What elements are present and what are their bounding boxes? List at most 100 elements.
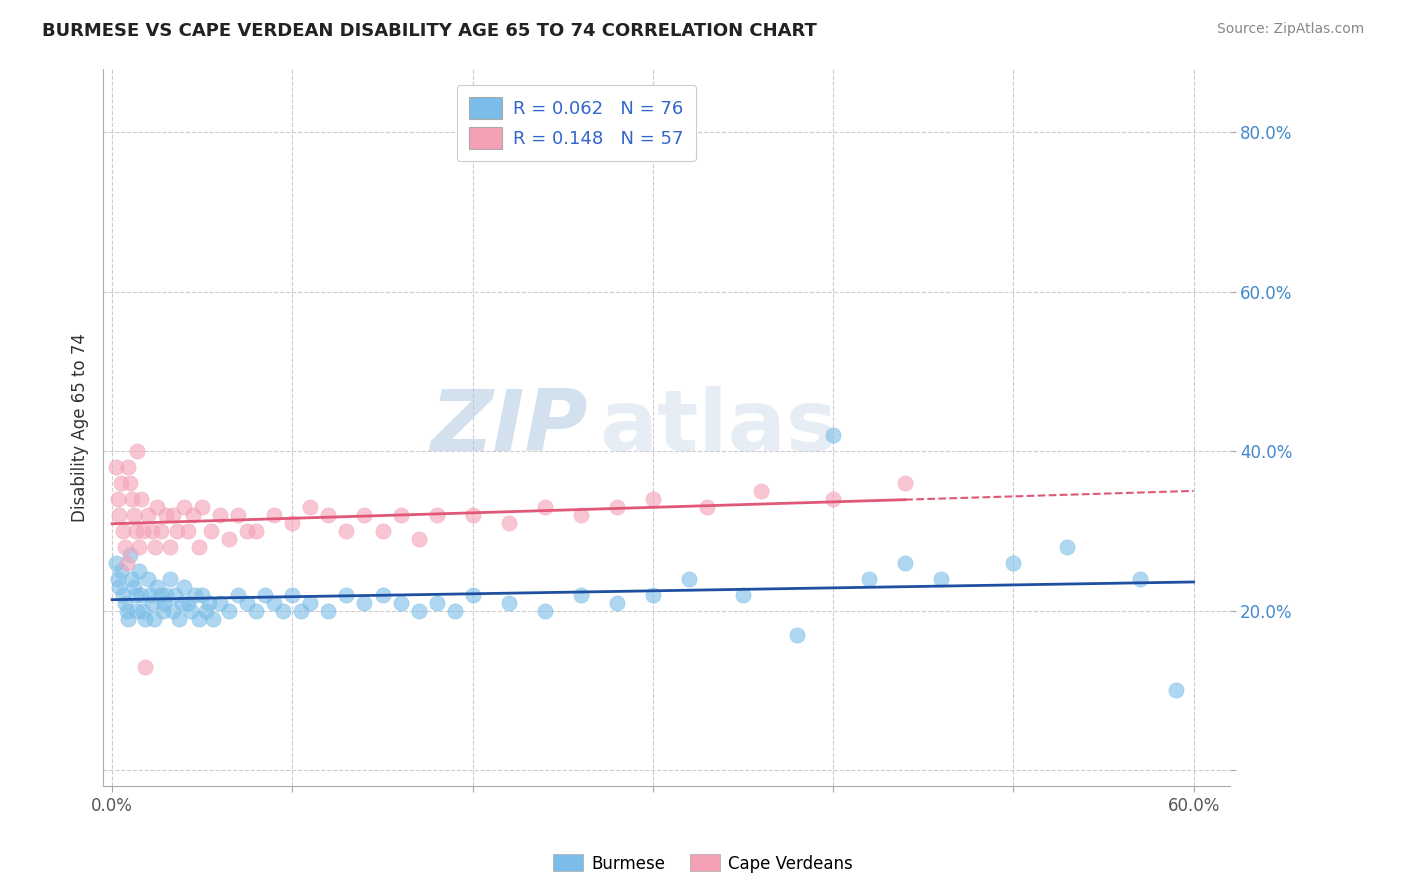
Point: [132, 604, 155, 618]
Legend: R = 0.062   N = 76, R = 0.148   N = 57: R = 0.062 N = 76, R = 0.148 N = 57: [457, 85, 696, 161]
Point: [108, 508, 131, 522]
Y-axis label: Disability Age 65 to 74: Disability Age 65 to 74: [72, 333, 89, 522]
Point: [162, 604, 184, 618]
Point: [823, 428, 845, 442]
Point: [136, 508, 159, 522]
Point: [155, 588, 177, 602]
Point: [533, 500, 555, 514]
Point: [120, 476, 142, 491]
Point: [749, 484, 772, 499]
Point: [139, 588, 162, 602]
Point: [172, 596, 194, 610]
Point: [146, 580, 169, 594]
Point: [191, 500, 214, 514]
Point: [117, 460, 139, 475]
Point: [408, 532, 430, 546]
Point: [200, 524, 222, 538]
Point: [153, 596, 176, 610]
Point: [166, 524, 188, 538]
Text: ZIP: ZIP: [430, 386, 588, 469]
Point: [263, 596, 285, 610]
Point: [184, 588, 207, 602]
Point: [426, 596, 449, 610]
Point: [273, 604, 295, 618]
Point: [180, 604, 202, 618]
Point: [107, 572, 129, 586]
Point: [786, 627, 808, 641]
Text: BURMESE VS CAPE VERDEAN DISABILITY AGE 65 TO 74 CORRELATION CHART: BURMESE VS CAPE VERDEAN DISABILITY AGE 6…: [42, 22, 817, 40]
Point: [191, 588, 214, 602]
Point: [299, 500, 322, 514]
Point: [858, 572, 880, 586]
Point: [107, 492, 129, 507]
Point: [198, 596, 221, 610]
Point: [498, 516, 520, 530]
Point: [209, 508, 232, 522]
Point: [129, 492, 152, 507]
Point: [202, 612, 225, 626]
Point: [353, 508, 375, 522]
Point: [149, 588, 172, 602]
Point: [128, 540, 150, 554]
Point: [149, 524, 172, 538]
Point: [134, 659, 156, 673]
Point: [353, 596, 375, 610]
Point: [389, 596, 412, 610]
Point: [128, 564, 150, 578]
Point: [104, 556, 127, 570]
Point: [209, 596, 232, 610]
Point: [155, 508, 177, 522]
Point: [371, 524, 394, 538]
Point: [141, 596, 163, 610]
Point: [167, 612, 190, 626]
Point: [115, 556, 138, 570]
Point: [236, 596, 259, 610]
Point: [134, 612, 156, 626]
Point: [569, 508, 592, 522]
Text: Source: ZipAtlas.com: Source: ZipAtlas.com: [1216, 22, 1364, 37]
Point: [236, 524, 259, 538]
Legend: Burmese, Cape Verdeans: Burmese, Cape Verdeans: [546, 847, 860, 880]
Point: [121, 572, 143, 586]
Point: [606, 596, 628, 610]
Point: [641, 492, 664, 507]
Point: [245, 604, 267, 618]
Point: [124, 524, 146, 538]
Point: [894, 476, 917, 491]
Point: [263, 508, 285, 522]
Point: [111, 524, 134, 538]
Point: [218, 532, 240, 546]
Point: [187, 540, 209, 554]
Point: [254, 588, 277, 602]
Point: [145, 540, 167, 554]
Point: [110, 476, 132, 491]
Point: [108, 580, 131, 594]
Point: [281, 588, 304, 602]
Point: [318, 604, 340, 618]
Point: [371, 588, 394, 602]
Point: [929, 572, 952, 586]
Point: [132, 524, 155, 538]
Point: [226, 508, 249, 522]
Point: [1128, 572, 1150, 586]
Point: [111, 588, 134, 602]
Point: [159, 540, 181, 554]
Point: [122, 580, 145, 594]
Point: [226, 588, 249, 602]
Point: [194, 604, 217, 618]
Point: [181, 508, 204, 522]
Point: [122, 508, 145, 522]
Point: [165, 588, 187, 602]
Point: [120, 548, 142, 562]
Point: [115, 604, 138, 618]
Point: [117, 612, 139, 626]
Point: [533, 604, 555, 618]
Point: [335, 524, 357, 538]
Text: atlas: atlas: [599, 386, 837, 469]
Point: [408, 604, 430, 618]
Point: [177, 524, 200, 538]
Point: [162, 508, 184, 522]
Point: [187, 612, 209, 626]
Point: [141, 524, 163, 538]
Point: [114, 596, 136, 610]
